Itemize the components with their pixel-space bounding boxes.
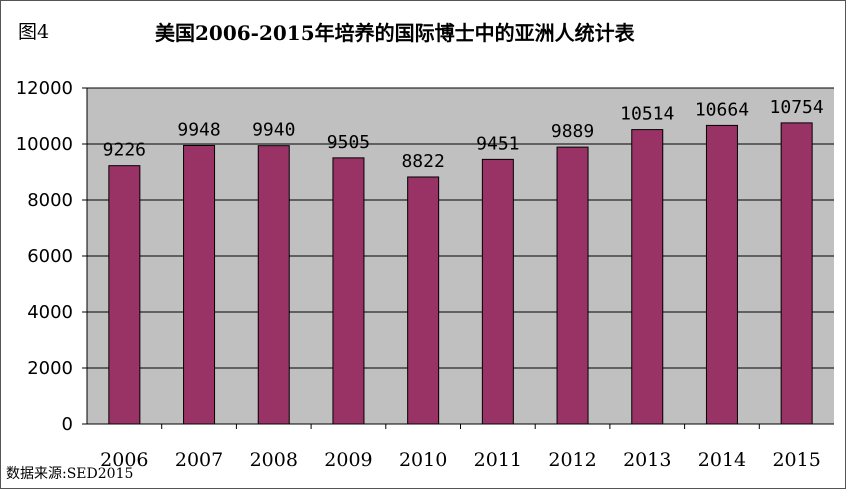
x-tick-label: 2015 [772,449,820,471]
x-tick-label: 2013 [623,449,671,471]
bar [108,165,141,425]
data-label: 10664 [695,99,749,120]
y-tick-label: 6000 [27,246,73,267]
data-label: 9451 [476,133,519,154]
data-label: 9226 [103,140,146,161]
data-label: 10754 [770,97,824,118]
bar [780,122,813,425]
data-label: 9505 [327,132,370,153]
data-label: 8822 [401,151,444,172]
y-tick-label: 0 [62,414,73,435]
bar [481,158,514,425]
bar [407,176,440,425]
x-tick-label: 2010 [399,449,447,471]
bar [257,145,290,425]
chart-title: 美国2006-2015年培养的国际博士中的亚洲人统计表 [155,21,635,45]
x-tick-label: 2011 [474,449,522,471]
bar [556,146,589,425]
bar [332,157,365,425]
y-tick-label: 2000 [27,358,73,379]
x-tick-label: 2007 [175,449,223,471]
y-tick-label: 10000 [16,134,73,155]
x-tick-label: 2006 [100,449,148,471]
x-tick-label: 2008 [250,449,298,471]
x-tick-label: 2012 [548,449,596,471]
y-tick-label: 8000 [27,190,73,211]
data-label: 9940 [252,120,295,141]
data-label: 9889 [551,121,594,142]
data-label: 9948 [177,119,220,140]
data-label: 10514 [620,104,674,125]
x-tick-label: 2009 [324,449,372,471]
figure-label: 图4 [18,21,50,43]
bar [705,124,738,425]
x-tick-label: 2014 [698,449,746,471]
source-note: 数据来源:SED2015 [6,466,134,482]
bar [631,129,664,425]
y-tick-label: 4000 [27,302,73,323]
y-tick-label: 12000 [16,78,73,99]
bar [183,144,216,425]
